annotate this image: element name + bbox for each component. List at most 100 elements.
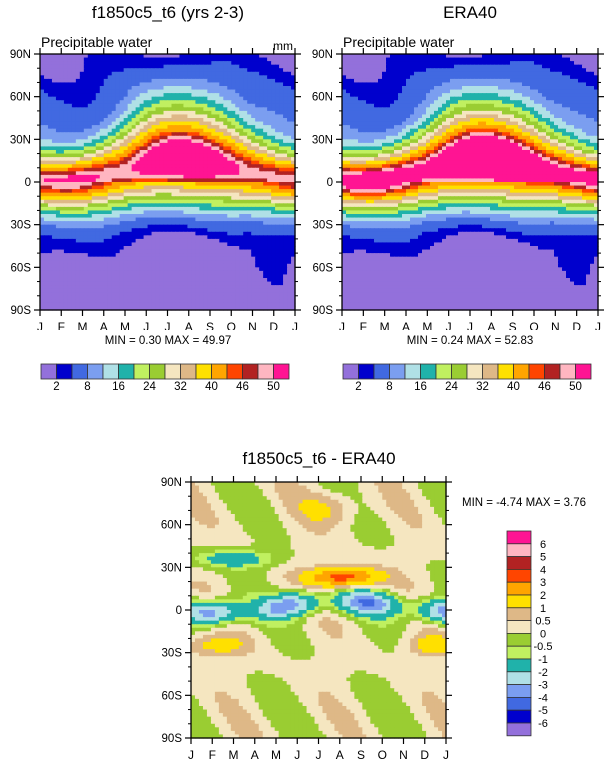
model-cell [179, 206, 185, 212]
model-cell [287, 146, 292, 151]
model-cell [115, 288, 121, 293]
model-cell [183, 278, 189, 283]
model-cell [275, 178, 280, 183]
model-cell [203, 274, 208, 279]
model-cell [47, 221, 53, 226]
model-cell [219, 132, 224, 137]
model-cell [227, 278, 232, 283]
model-cell [111, 164, 117, 169]
model-cell [227, 86, 232, 91]
model-cell [63, 221, 69, 226]
model-cell [279, 150, 284, 155]
model-cell [115, 121, 121, 126]
model-cell [271, 78, 276, 84]
model-cell [151, 242, 157, 247]
model-cell [195, 228, 200, 233]
model-cell [191, 78, 196, 84]
model-cell [71, 281, 77, 286]
model-cell [195, 189, 200, 194]
model-cell [99, 238, 105, 244]
model-cell [115, 114, 121, 119]
obs-cell [398, 57, 403, 62]
model-cell [203, 110, 208, 116]
model-cell [155, 142, 161, 148]
model-cell [67, 192, 73, 197]
model-cell [231, 228, 236, 233]
model-cell [91, 178, 97, 183]
model-cell [179, 189, 185, 194]
obs-cell [526, 64, 531, 69]
model-cell [207, 267, 212, 272]
model-cell [275, 242, 280, 247]
model-cell [40, 157, 45, 162]
model-cell [183, 206, 189, 212]
model-cell [167, 203, 173, 208]
model-cell [183, 196, 189, 201]
model-cell [259, 203, 264, 208]
model-cell [79, 299, 85, 304]
model-cell [251, 114, 256, 119]
model-cell [287, 196, 292, 201]
model-cell [199, 228, 204, 233]
model-cell [275, 281, 280, 286]
model-cell [55, 235, 61, 240]
model-cell [287, 221, 292, 226]
obs-cell [570, 54, 575, 59]
model-cell [199, 210, 204, 215]
model-cell [191, 71, 196, 76]
model-cell [135, 160, 141, 165]
model-cell [159, 270, 165, 276]
model-cell [183, 118, 189, 123]
model-cell [151, 210, 157, 215]
model-colorbar-label: 50 [267, 381, 280, 390]
model-cell [131, 196, 137, 201]
model-cell [159, 96, 165, 101]
model-cell [275, 100, 280, 105]
model-cell [83, 263, 89, 268]
model-cell [263, 135, 268, 140]
model-cell [115, 278, 121, 283]
model-cell [83, 221, 89, 226]
model-cell [215, 288, 220, 293]
model-cell [87, 157, 93, 162]
model-cell [103, 249, 109, 254]
obs-cell [474, 54, 479, 59]
model-cell [47, 54, 53, 59]
model-cell [259, 238, 264, 244]
model-cell [191, 231, 196, 236]
model-cell [191, 167, 196, 172]
model-cell [151, 75, 157, 80]
obs-cell [422, 54, 427, 59]
model-cell [271, 139, 276, 144]
model-cell [95, 96, 101, 101]
model-cell [167, 182, 173, 187]
model-cell [251, 82, 256, 87]
model-cell [147, 270, 153, 276]
model-cell [183, 135, 189, 140]
model-cell [203, 263, 208, 268]
model-cell [51, 75, 57, 80]
model-cell [135, 292, 141, 297]
model-cell [187, 68, 192, 73]
model-cell [55, 224, 61, 229]
model-cell [127, 78, 133, 84]
model-cell [163, 206, 169, 212]
model-cell [267, 278, 272, 283]
obs-cell [582, 64, 587, 69]
model-cell [83, 228, 89, 233]
model-cell [279, 89, 284, 94]
model-cell [291, 142, 296, 148]
obs-cell [470, 57, 475, 62]
model-cell [187, 217, 192, 222]
model-cell [71, 61, 77, 66]
model-cell [219, 89, 224, 94]
model-cell [219, 171, 224, 176]
model-cell [131, 256, 137, 261]
model-cell [127, 249, 133, 254]
model-cell [199, 57, 204, 62]
model-cell [143, 210, 149, 215]
model-cell [267, 93, 272, 98]
model-cell [263, 217, 268, 222]
model-cell [275, 68, 280, 73]
model-cell [171, 139, 177, 144]
